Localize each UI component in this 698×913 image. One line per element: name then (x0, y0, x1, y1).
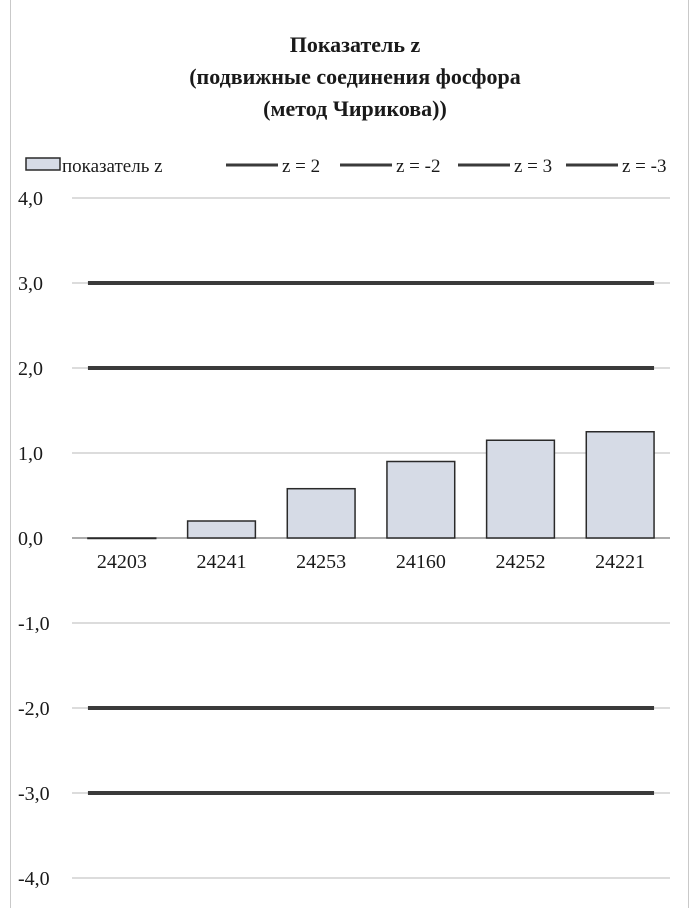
legend-label-zm3: z = -3 (622, 156, 666, 177)
bars (87, 431, 655, 540)
legend-label-z3: z = 3 (514, 156, 552, 177)
legend-swatch-bar (25, 157, 61, 171)
y-tick-label-3: 1,0 (18, 443, 43, 465)
y-tick-label-7: -3,0 (18, 783, 50, 805)
chart-title-line-1: Показатель z (290, 32, 421, 57)
legend-label-zm2: z = -2 (396, 156, 440, 177)
x-tick-label-24203: 24203 (97, 551, 147, 573)
x-tick-label-24221: 24221 (595, 551, 645, 573)
y-tick-label-2: 2,0 (18, 358, 43, 380)
x-tick-label-24160: 24160 (396, 551, 446, 573)
page-edge-right (688, 0, 689, 908)
legend-label-bar: показатель z (62, 156, 163, 177)
y-tick-label-4: 0,0 (18, 528, 43, 550)
bar-24221 (585, 431, 655, 539)
bar-24241 (186, 520, 257, 539)
bar-24252 (485, 439, 556, 539)
legend: показатель z z = 2 z = -2 z = 3 z = -3 (25, 156, 666, 177)
x-tick-label-24253: 24253 (296, 551, 346, 573)
chart-title-line-2: (подвижные соединения фосфора (189, 64, 521, 89)
reference-lines (87, 281, 655, 795)
gridlines (72, 197, 670, 879)
x-tick-label-24252: 24252 (496, 551, 546, 573)
chart-title-line-3: (метод Чирикова)) (263, 96, 447, 121)
bar-24253 (286, 487, 356, 539)
y-axis-tick-labels: 4,0 3,0 2,0 1,0 0,0 -1,0 -2,0 -3,0 -4,0 (18, 188, 50, 890)
y-tick-label-0: 4,0 (18, 188, 43, 210)
y-tick-label-8: -4,0 (18, 868, 50, 890)
bar-24160 (386, 460, 456, 539)
legend-label-z2: z = 2 (282, 156, 320, 177)
y-tick-label-1: 3,0 (18, 273, 43, 295)
bar-24203 (87, 537, 157, 540)
y-tick-label-5: -1,0 (18, 613, 50, 635)
y-tick-label-6: -2,0 (18, 698, 50, 720)
x-tick-label-24241: 24241 (197, 551, 247, 573)
chart-title: Показатель z (подвижные соединения фосфо… (189, 32, 521, 121)
x-axis-tick-labels: 24203 24241 24253 24160 24252 24221 (97, 551, 645, 573)
page-edge-left (10, 0, 11, 908)
